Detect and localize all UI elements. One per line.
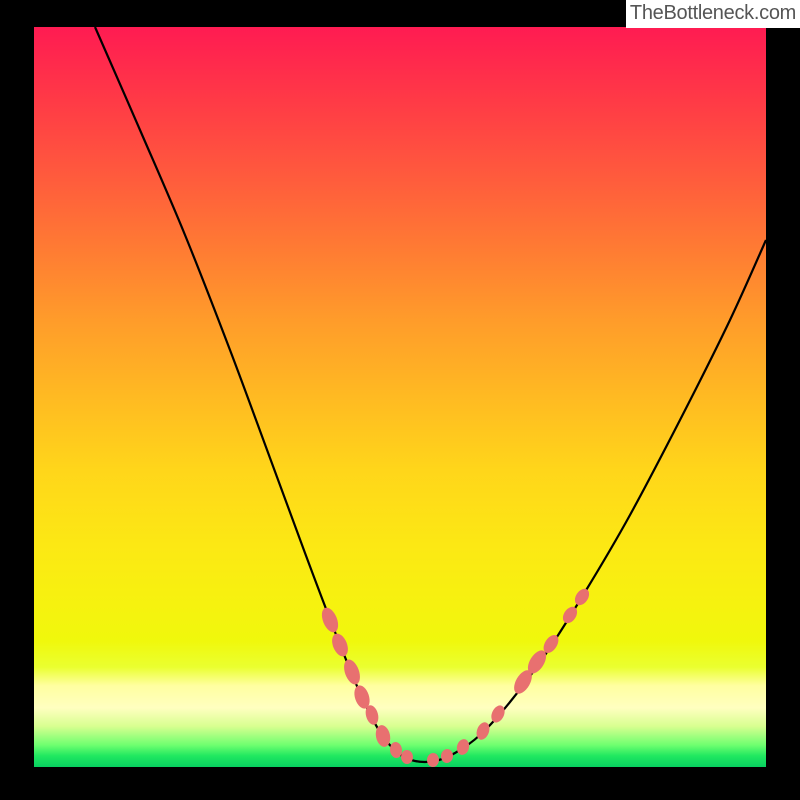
chart-container: TheBottleneck.com bbox=[0, 0, 800, 800]
chart-svg bbox=[0, 0, 800, 800]
watermark-text: TheBottleneck.com bbox=[626, 0, 800, 28]
